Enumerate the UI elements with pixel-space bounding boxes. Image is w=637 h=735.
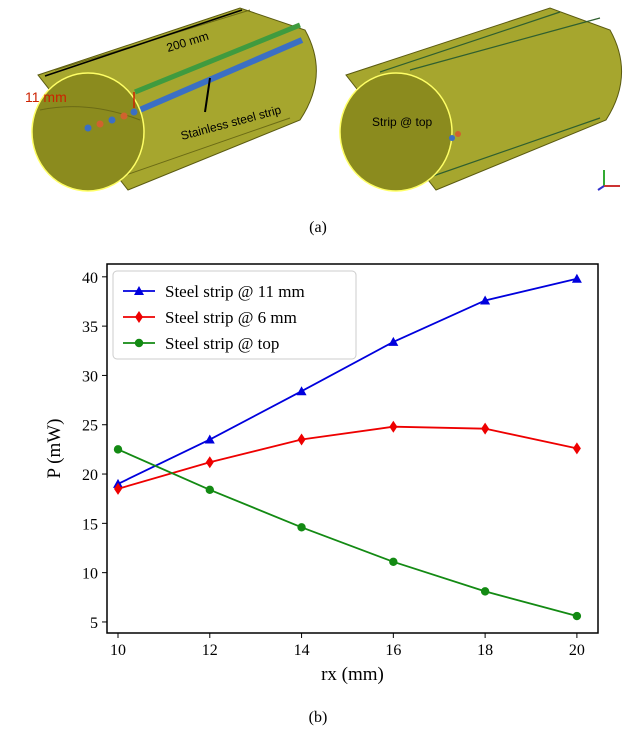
x-tick-label: 12 xyxy=(202,642,218,659)
y-tick-label: 35 xyxy=(82,319,98,336)
y-tick-label: 10 xyxy=(82,566,98,583)
series-line xyxy=(118,449,577,616)
chart: 10 12 14 16 18 20 5 10 15 20 25 30 35 40 rx (mm) P (mW)… xyxy=(44,264,598,685)
legend-label: Steel strip @ 11 mm xyxy=(165,282,305,301)
x-tick-label: 16 xyxy=(385,642,401,659)
marker xyxy=(481,587,489,595)
panel-label: (a) xyxy=(309,219,327,236)
marker xyxy=(205,435,215,444)
y-tick-label: 15 xyxy=(82,516,98,533)
marker xyxy=(389,421,397,433)
axis-triad xyxy=(598,170,620,190)
marker xyxy=(297,523,305,531)
marker xyxy=(297,386,307,395)
marker xyxy=(572,274,582,283)
marker xyxy=(388,337,398,346)
marker xyxy=(135,339,143,347)
x-tick-label: 10 xyxy=(110,642,126,659)
offset-label: 11 mm xyxy=(25,89,67,105)
top-label: Strip @ top xyxy=(372,115,433,129)
marker xyxy=(573,612,581,620)
marker xyxy=(389,558,397,566)
x-tick-label: 18 xyxy=(477,642,493,659)
y-axis-label: P (mW) xyxy=(44,419,65,479)
panel-label: (b) xyxy=(309,709,328,726)
marker xyxy=(481,423,489,435)
marker xyxy=(573,442,581,454)
x-axis-label: rx (mm) xyxy=(321,664,384,685)
cylinder-left: 200 mm 11 mm Stainless steel strip xyxy=(25,8,316,191)
x-tick-label: 20 xyxy=(569,642,585,659)
y-tick-label: 20 xyxy=(82,467,98,484)
y-tick-label: 25 xyxy=(82,418,98,435)
y-tick-label: 40 xyxy=(82,270,98,287)
y-tick-label: 30 xyxy=(82,368,98,385)
marker xyxy=(206,456,214,468)
figure: 200 mm 11 mm Stainless steel strip Strip… xyxy=(0,0,637,735)
cylinder-right: Strip @ top xyxy=(340,8,622,191)
x-tick-label: 14 xyxy=(294,642,310,659)
legend-label: Steel strip @ 6 mm xyxy=(165,308,297,327)
legend-label: Steel strip @ top xyxy=(165,334,279,353)
marker xyxy=(114,445,122,453)
marker xyxy=(298,434,306,446)
y-tick-label: 5 xyxy=(90,615,98,632)
marker xyxy=(206,486,214,494)
